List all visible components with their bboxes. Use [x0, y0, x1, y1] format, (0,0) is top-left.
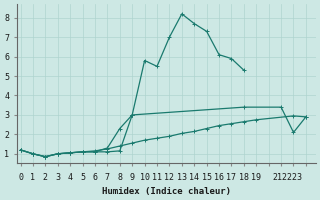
Text: 9: 9 — [130, 173, 135, 182]
Text: 0: 0 — [18, 173, 23, 182]
Text: 17: 17 — [227, 173, 236, 182]
Text: 18: 18 — [239, 173, 249, 182]
X-axis label: Humidex (Indice chaleur): Humidex (Indice chaleur) — [102, 187, 231, 196]
Text: 3: 3 — [55, 173, 60, 182]
Text: 15: 15 — [202, 173, 212, 182]
Text: 5: 5 — [80, 173, 85, 182]
Text: 10: 10 — [140, 173, 150, 182]
Text: 6: 6 — [92, 173, 98, 182]
Text: 13: 13 — [177, 173, 187, 182]
Text: 11: 11 — [152, 173, 162, 182]
Text: 2: 2 — [43, 173, 48, 182]
Text: 16: 16 — [214, 173, 224, 182]
Text: 14: 14 — [189, 173, 199, 182]
Text: 8: 8 — [117, 173, 122, 182]
Text: 12: 12 — [164, 173, 174, 182]
Text: 212223: 212223 — [272, 173, 302, 182]
Text: 4: 4 — [68, 173, 73, 182]
Text: 7: 7 — [105, 173, 110, 182]
Text: 19: 19 — [251, 173, 261, 182]
Text: 1: 1 — [30, 173, 36, 182]
